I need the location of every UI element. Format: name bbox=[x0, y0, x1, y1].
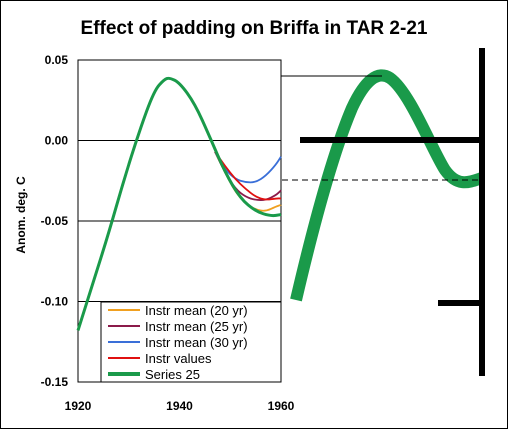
y-tick-label: -0.15 bbox=[41, 375, 69, 389]
overlay-green-curve bbox=[290, 69, 484, 302]
legend-label: Instr mean (30 yr) bbox=[145, 335, 248, 350]
y-tick-label: 0.00 bbox=[45, 134, 69, 148]
legend: Instr mean (20 yr)Instr mean (25 yr)Inst… bbox=[100, 301, 282, 383]
legend-label: Series 25 bbox=[145, 367, 200, 382]
y-tick-label: -0.10 bbox=[41, 295, 69, 309]
series-line-instr-values bbox=[214, 151, 281, 201]
x-tick-label: 1920 bbox=[65, 399, 92, 413]
legend-label: Instr mean (25 yr) bbox=[145, 319, 248, 334]
y-tick-label: -0.05 bbox=[41, 214, 69, 228]
legend-label: Instr mean (20 yr) bbox=[145, 303, 248, 318]
x-tick-label: 1940 bbox=[166, 399, 193, 413]
x-tick-labels: 1920 1940 1960 bbox=[65, 399, 295, 413]
series-line-series-25 bbox=[76, 76, 282, 331]
y-tick-label: 0.05 bbox=[45, 53, 69, 67]
chart-title: Effect of padding on Briffa in TAR 2-21 bbox=[80, 18, 428, 39]
y-tick-labels: 0.05 0.00 -0.05 -0.10 -0.15 bbox=[41, 53, 69, 389]
x-tick-label: 1960 bbox=[268, 399, 295, 413]
series-lines bbox=[76, 76, 282, 331]
legend-label: Instr values bbox=[145, 351, 212, 366]
